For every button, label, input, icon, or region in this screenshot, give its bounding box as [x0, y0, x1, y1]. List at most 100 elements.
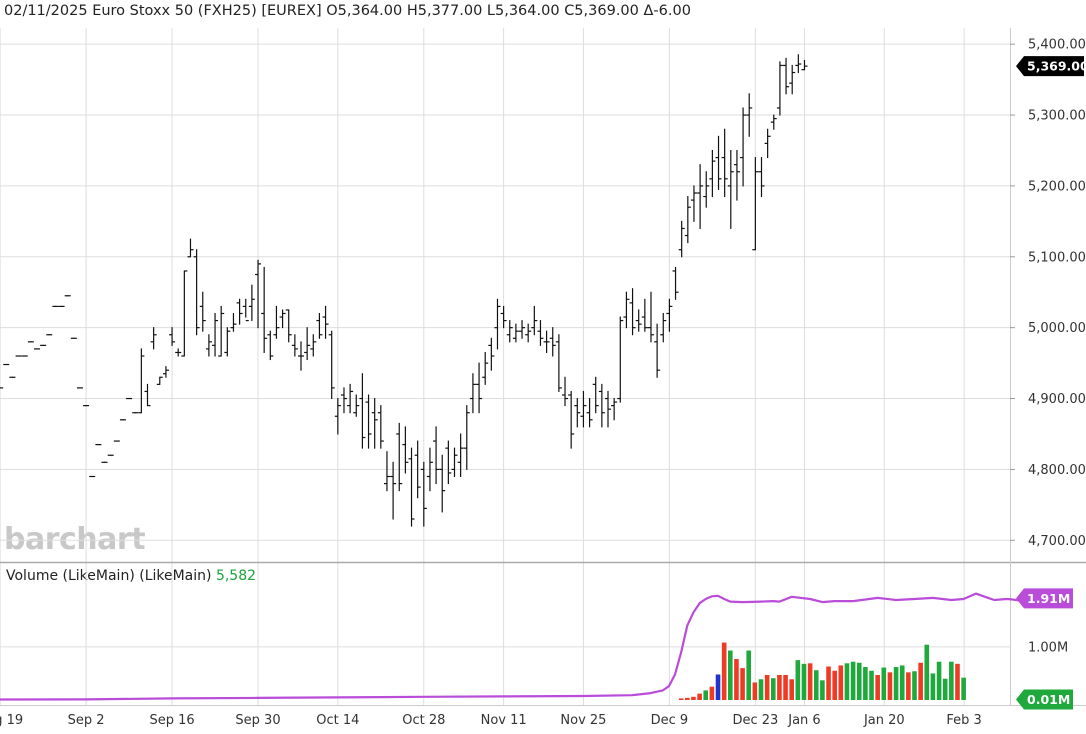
- ohlc-bar: [568, 390, 575, 449]
- volume-bar: [936, 661, 942, 700]
- ohlc-bar: [377, 405, 384, 449]
- ohlc-bar: [426, 447, 433, 492]
- ohlc-bar: [199, 291, 206, 332]
- volume-bar: [764, 675, 770, 700]
- volume-bar: [820, 680, 825, 700]
- ohlc-bar: [144, 383, 151, 407]
- ohlc-bar: [261, 266, 268, 353]
- volume-bar: [893, 667, 899, 700]
- ohlc-bar: [758, 157, 765, 198]
- ohlc-bar: [3, 363, 10, 366]
- volume-bar: [906, 672, 911, 700]
- volume-bar: [685, 697, 690, 700]
- volume-tick-label: 1.00M: [1028, 640, 1068, 655]
- ohlc-bar: [70, 337, 77, 339]
- volume-bar: [715, 674, 721, 700]
- ohlc-bar: [733, 149, 740, 201]
- ohlc-bar: [580, 390, 587, 428]
- ohlc-bar: [617, 316, 624, 403]
- ohlc-bar: [212, 312, 219, 357]
- ohlc-bar: [218, 305, 225, 357]
- price-tick-label: 5,400.00: [1028, 38, 1086, 53]
- volume-bar: [795, 660, 801, 700]
- date-tick-label: Oct 14: [316, 713, 359, 728]
- ohlc-bar: [574, 398, 581, 428]
- volume-average-line: [0, 592, 1020, 701]
- change-value: Δ-6.00: [643, 3, 691, 19]
- volume-series: [678, 642, 966, 700]
- volume-bar: [770, 678, 776, 700]
- date-tick-label: Jan 20: [863, 713, 905, 728]
- close-value: C5,369.00: [564, 3, 639, 19]
- volume-bar: [856, 662, 862, 700]
- date-tick-label: Aug 19: [0, 713, 23, 728]
- ohlc-bar: [776, 61, 783, 116]
- volume-bar: [949, 661, 954, 700]
- price-tick-label: 4,700.00: [1028, 534, 1086, 549]
- ohlc-bar: [740, 107, 747, 187]
- volume-title: Volume (LikeMain) (LikeMain) 5,582: [6, 568, 256, 584]
- ohlc-bar: [623, 291, 630, 329]
- date-tick-label: Dec 9: [651, 713, 689, 728]
- ohlc-bar: [408, 447, 415, 527]
- volume-average-badge-bg: [1016, 588, 1073, 609]
- ohlc-bar: [715, 135, 722, 190]
- ohlc-bar: [476, 362, 483, 414]
- ohlc-bar: [519, 320, 526, 339]
- ohlc-bar: [690, 185, 697, 222]
- ohlc-bar: [654, 323, 661, 378]
- volume-bar: [789, 679, 794, 700]
- ohlc-bar: [451, 447, 458, 477]
- quote-date: 02/11/2025: [4, 3, 88, 19]
- ohlc-bar: [555, 334, 562, 392]
- ohlc-bar: [242, 298, 249, 322]
- volume-bar: [703, 690, 709, 700]
- ohlc-bar: [746, 93, 753, 137]
- ohlc-bar: [0, 387, 4, 389]
- ohlc-bar: [641, 298, 648, 332]
- ohlc-bar: [359, 373, 366, 449]
- ohlc-bar: [15, 355, 22, 357]
- price-tick-label: 4,900.00: [1028, 392, 1086, 407]
- volume-last-badge-label: 0.01M: [1027, 692, 1070, 707]
- ohlc-bar: [592, 376, 599, 414]
- volume-bar: [924, 644, 930, 700]
- last-price-label: 5,369.00: [1027, 59, 1086, 74]
- volume-bar: [918, 662, 923, 700]
- ohlc-bar: [512, 323, 519, 343]
- ohlc-bar: [482, 351, 489, 385]
- quote-header: 02/11/2025 Euro Stoxx 50 (FXH25) [EUREX]…: [4, 3, 691, 19]
- date-tick-label: Nov 11: [481, 713, 527, 728]
- date-tick-label: Jan 6: [787, 713, 820, 728]
- volume-bar: [740, 668, 745, 700]
- ohlc-bar: [365, 394, 372, 449]
- ohlc-bar: [543, 330, 550, 353]
- ohlc-bar: [255, 259, 262, 329]
- ohlc-bar: [224, 327, 231, 357]
- volume-bar: [832, 670, 837, 700]
- volume-bar: [691, 696, 696, 700]
- volume-title-label: Volume (LikeMain) (LikeMain): [6, 568, 212, 584]
- ohlc-bar: [795, 54, 802, 74]
- price-tick-label: 5,300.00: [1028, 109, 1086, 124]
- barchart-logo: barchart: [4, 522, 146, 557]
- volume-bar: [697, 693, 702, 700]
- ohlc-bar: [647, 291, 654, 343]
- volume-bar: [783, 675, 788, 700]
- ohlc-bar: [46, 334, 53, 336]
- ohlc-bar: [40, 344, 47, 346]
- volume-bar: [875, 675, 880, 700]
- ohlc-bar: [770, 114, 777, 130]
- date-tick-label: Feb 3: [946, 713, 981, 728]
- ohlc-bar: [525, 323, 532, 343]
- ohlc-bar: [666, 298, 673, 332]
- last-price-badge-bg: [1016, 56, 1084, 77]
- ohlc-bar: [95, 444, 102, 446]
- ohlc-bar: [52, 305, 59, 308]
- ohlc-bar: [789, 64, 796, 95]
- ohlc-bar: [697, 164, 704, 229]
- ohlc-bar: [347, 383, 354, 414]
- ohlc-bar: [181, 270, 188, 357]
- ohlc-bar: [562, 376, 569, 407]
